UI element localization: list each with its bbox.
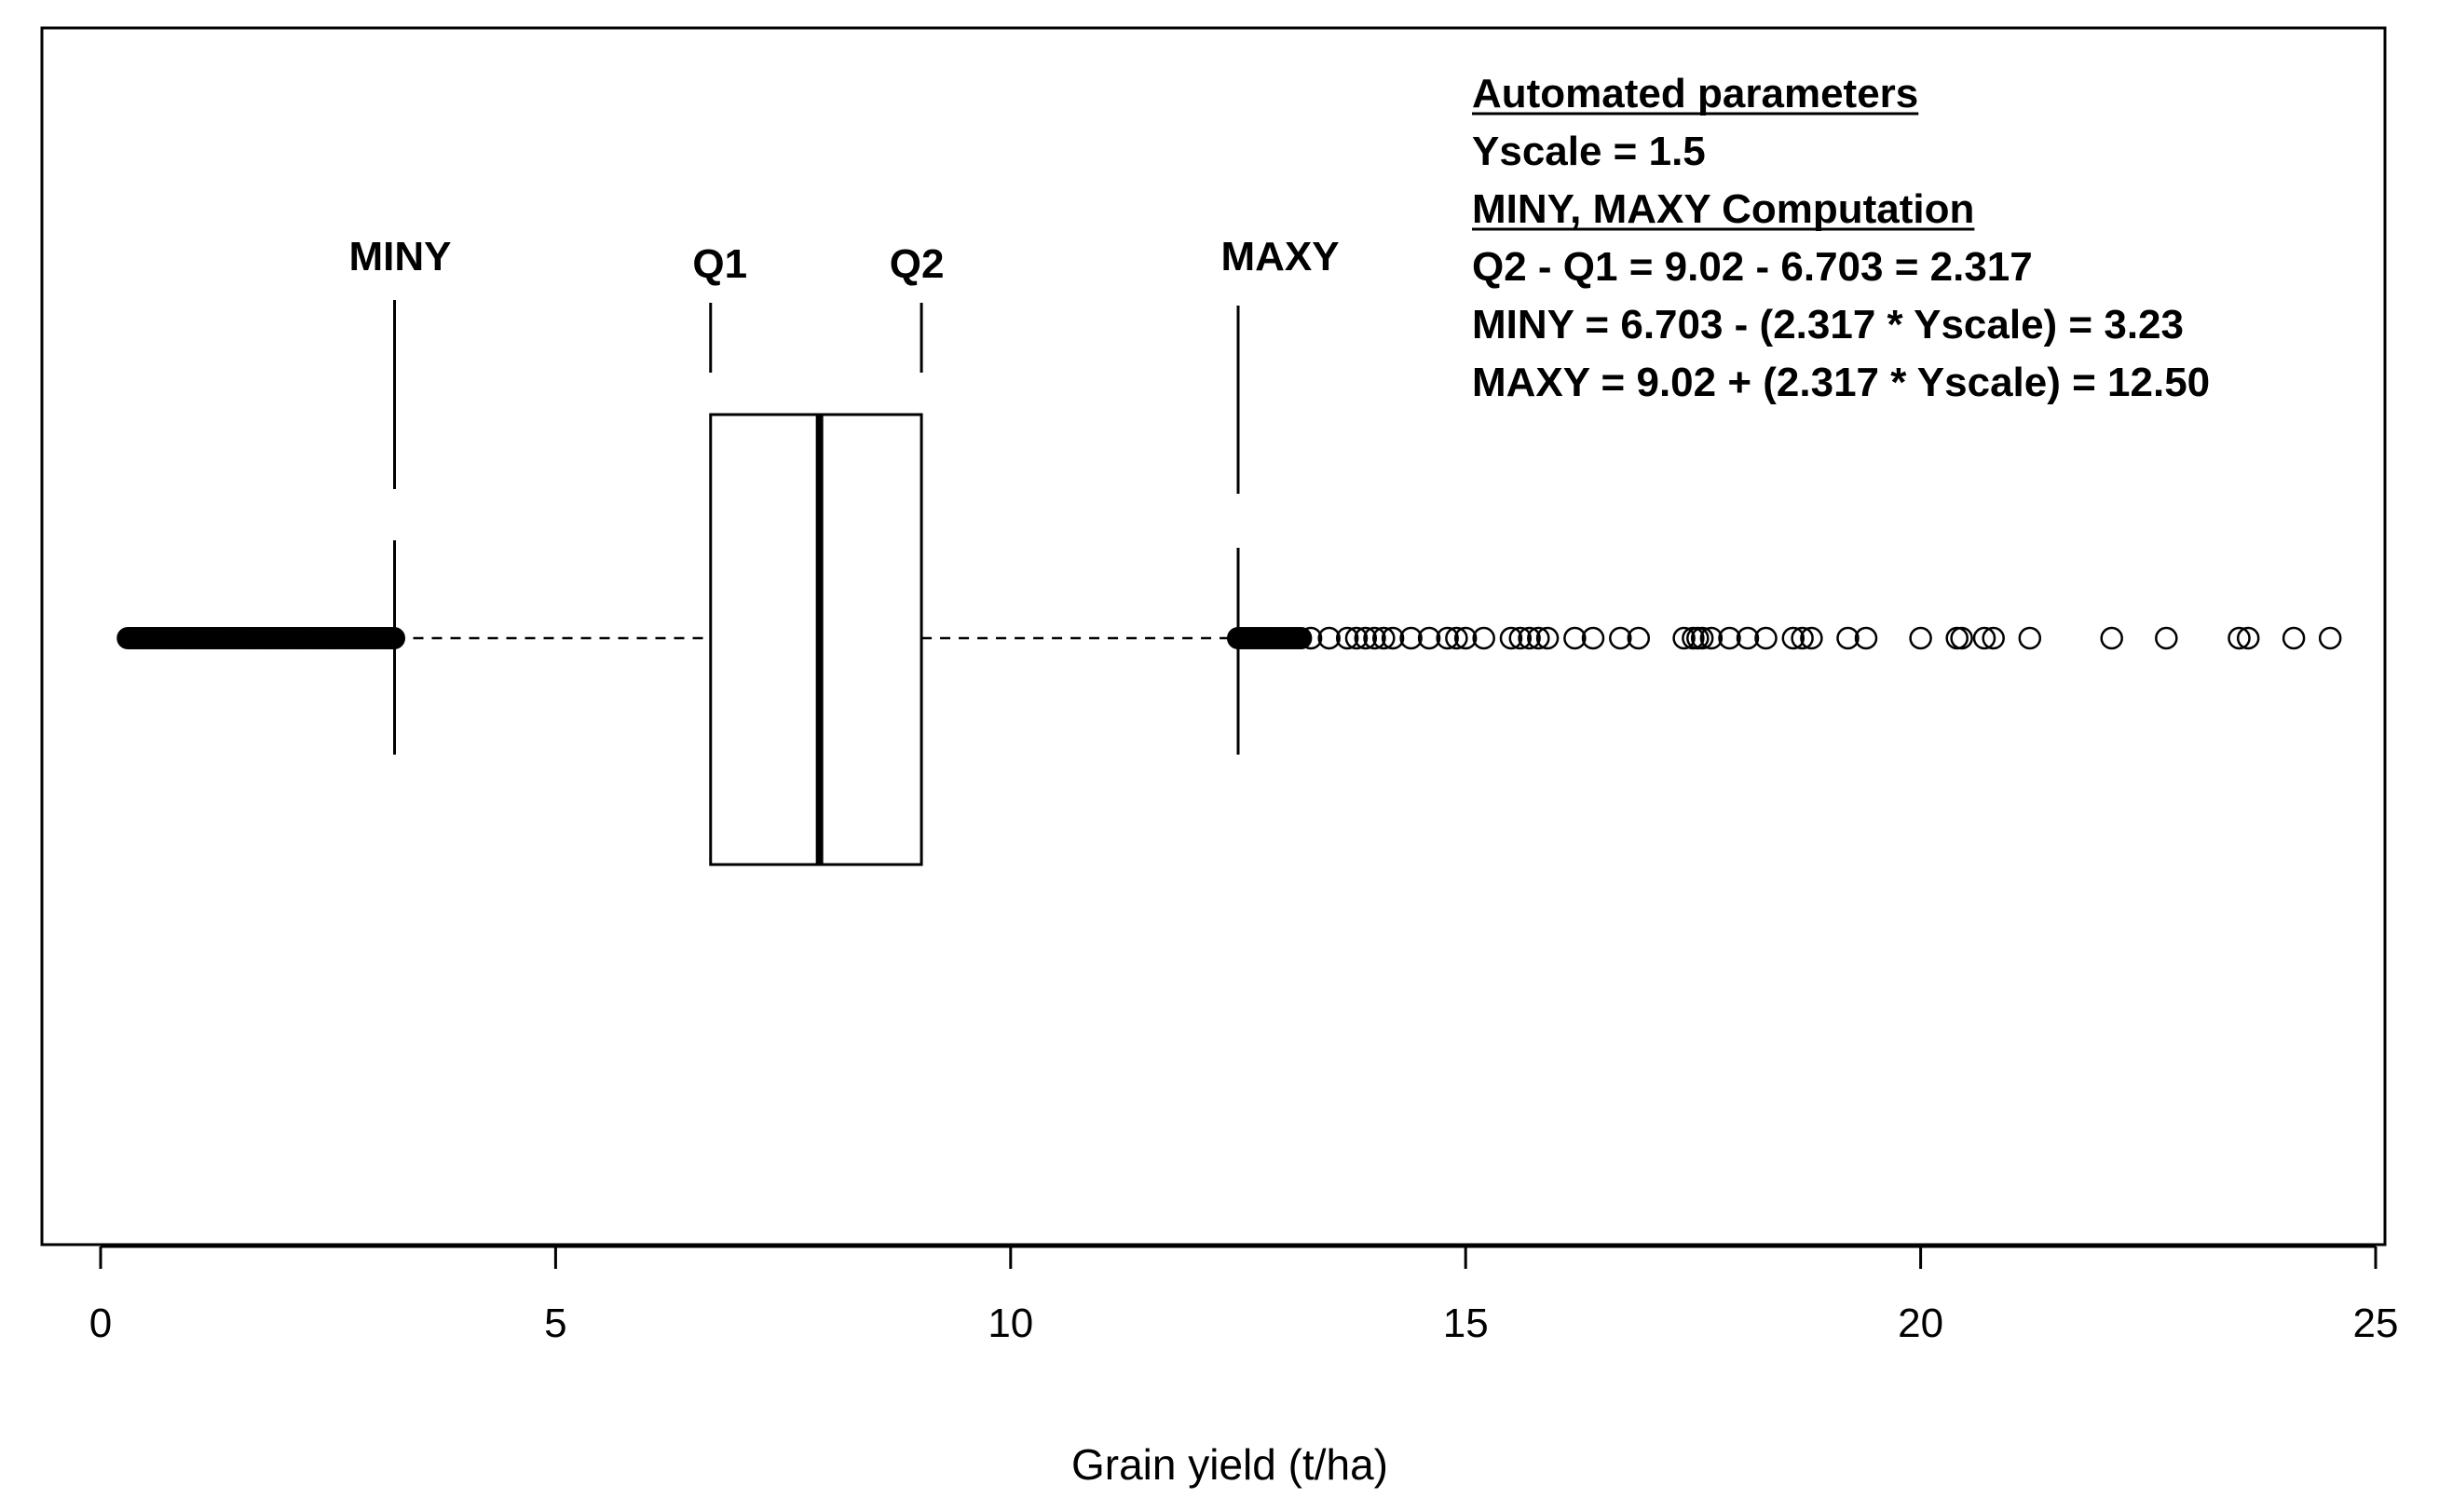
outlier-point: [1354, 626, 1378, 650]
outlier-point: [1399, 626, 1423, 650]
x-tick-label: 15: [1443, 1301, 1489, 1346]
annotation-block: Automated parameters Yscale = 1.5 MINY, MA…: [1472, 71, 2210, 405]
outlier-point: [1909, 626, 1932, 650]
outlier-point: [2228, 626, 2251, 650]
annotation-line: MINY = 6.703 - (2.317 * Yscale) = 3.23: [1472, 302, 2184, 347]
marker-label-q1: Q1: [692, 241, 747, 287]
outlier-point: [1453, 626, 1478, 650]
plot-frame: [40, 26, 2387, 1246]
outlier-point: [1472, 626, 1495, 650]
outlier-point: [1563, 626, 1587, 650]
outlier-point: [1800, 626, 1823, 650]
x-tick-label: 5: [544, 1301, 566, 1346]
annotation-line: MINY, MAXY Computation: [1472, 186, 1974, 232]
outlier-point: [1335, 626, 1359, 650]
annotation-line: Q2 - Q1 = 9.02 - 6.703 = 2.317: [1472, 244, 2033, 290]
outlier-point: [2318, 626, 2342, 650]
outlier-point: [1527, 626, 1550, 650]
outlier-point: [1836, 626, 1860, 650]
outlier-point: [1699, 626, 1724, 650]
annotation-line: Automated parameters: [1472, 71, 1918, 116]
outlier-point: [1299, 626, 1323, 650]
outlier-point: [1609, 626, 1632, 650]
outlier-point: [2018, 626, 2042, 650]
outlier-point: [1972, 626, 1996, 650]
outlier-point: [1518, 626, 1541, 650]
x-tick-label: 25: [2353, 1301, 2399, 1346]
outlier-point: [1672, 626, 1696, 650]
outlier-point: [1781, 626, 1805, 650]
x-tick-label: 20: [1898, 1301, 1943, 1346]
outlier-point: [1736, 626, 1760, 650]
x-tick-label: 0: [89, 1301, 112, 1346]
outlier-point: [1718, 626, 1741, 650]
outlier-point: [1754, 626, 1778, 650]
outlier-point: [2236, 626, 2260, 650]
outlier-point: [1381, 626, 1405, 650]
outlier-point: [1508, 626, 1533, 650]
outlier-point: [1445, 626, 1468, 650]
outlier-point: [1436, 626, 1459, 650]
outlier-point: [1581, 626, 1605, 650]
outlier-point: [1499, 626, 1523, 650]
x-tick-label: 10: [988, 1301, 1033, 1346]
outlier-point: [1317, 626, 1341, 650]
annotation-line: Yscale = 1.5: [1472, 129, 1706, 174]
outlier-point: [1950, 626, 1973, 650]
outlier-point: [1417, 626, 1441, 650]
outlier-point: [1627, 626, 1651, 650]
outlier-point: [1372, 626, 1396, 650]
outlier-point: [383, 627, 405, 649]
outlier-point: [1690, 626, 1714, 650]
marker-label-maxy: MAXY: [1220, 234, 1339, 279]
outlier-point: [1982, 626, 2005, 650]
outlier-point: [2100, 626, 2123, 650]
outlier-point: [1363, 626, 1386, 650]
x-axis: 0 5 10 15 20 25: [89, 1245, 2399, 1346]
annotation-line: MAXY = 9.02 + (2.317 * Yscale) = 12.50: [1472, 360, 2210, 405]
outlier-point: [1791, 626, 1814, 650]
box: [709, 413, 923, 866]
marker-label-q2: Q2: [890, 241, 945, 287]
x-axis-title: Grain yield (t/ha): [1071, 1440, 1388, 1489]
outlier-point: [1344, 626, 1369, 650]
outlier-point: [2155, 626, 2178, 650]
outlier-point: [1945, 626, 1969, 650]
outlier-point: [1535, 626, 1560, 650]
outlier-point: [1854, 626, 1878, 650]
outliers: [116, 626, 2342, 650]
outlier-point: [2282, 626, 2306, 650]
marker-label-miny: MINY: [349, 234, 452, 279]
marker-lines: MINY Q1 Q2 MAXY: [349, 234, 1340, 494]
